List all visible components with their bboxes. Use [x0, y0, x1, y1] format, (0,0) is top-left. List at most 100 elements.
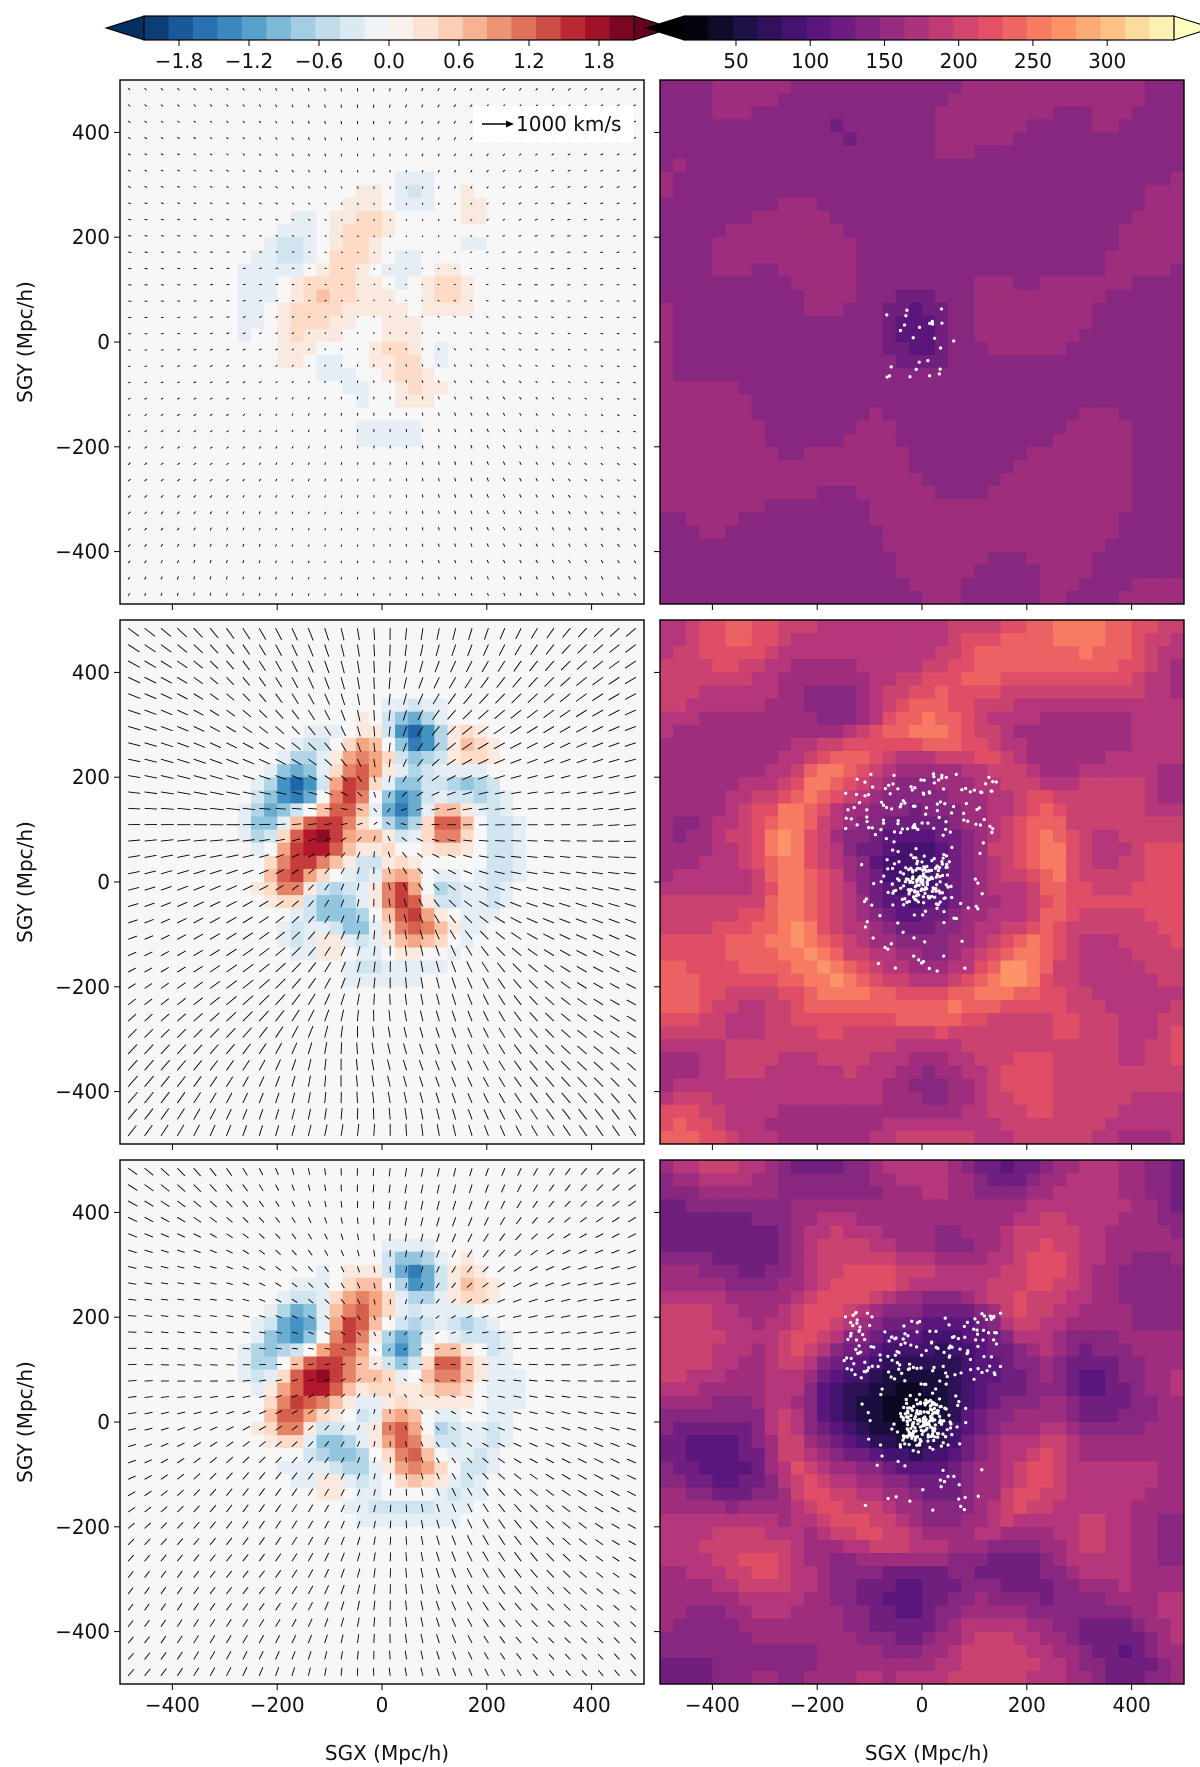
row1-right-cell [791, 342, 805, 356]
row1-left-cell [578, 171, 593, 186]
row1-left-arrow [421, 412, 424, 416]
row1-left-cell [290, 145, 304, 160]
row2-left-cell [303, 934, 318, 949]
row1-left-cell [499, 499, 514, 513]
row1-right-cell [1079, 119, 1093, 133]
row1-right-cell [712, 355, 727, 369]
row1-left-cell [460, 106, 475, 120]
row1-left-arrow [535, 478, 538, 482]
row1-left-arrow [405, 347, 407, 351]
row1-right-cell [1131, 407, 1146, 422]
row1-left-cell [486, 420, 501, 435]
row1-right-cell [817, 512, 831, 526]
row1-left-arrow [584, 87, 587, 91]
row2-left-cell [159, 921, 173, 935]
row1-left-cell [290, 446, 304, 461]
row2-left-cell [198, 777, 213, 791]
row1-left-arrow [518, 186, 522, 189]
row2-left-cell [185, 934, 200, 949]
row1-left-cell [447, 512, 462, 526]
row2-left-cell [185, 659, 200, 673]
row1-left-arrow [421, 251, 424, 254]
row1-left-cell [395, 551, 409, 566]
row1-left-cell [264, 224, 278, 238]
row1-left-cell [133, 171, 147, 186]
row1-left-arrow [405, 315, 407, 318]
row1-left-cell [290, 302, 304, 317]
row2-left-cell [146, 882, 160, 896]
row1-left-arrow [550, 251, 555, 253]
row1-right-cell [1131, 381, 1146, 395]
row1-left-cell [316, 564, 331, 579]
row1-left-cell [237, 263, 252, 278]
row1-left-arrow [535, 576, 538, 580]
row1-right-cell [1157, 512, 1172, 526]
row1-left-cell [591, 512, 606, 526]
row1-left-cell [591, 328, 606, 343]
row1-left-cell [264, 564, 278, 579]
row1-left-cell [486, 590, 501, 604]
row1-left-cell [395, 132, 409, 147]
row1-left-cell [342, 171, 357, 186]
row2-left-cell [172, 764, 187, 778]
row1-right-cell [725, 237, 740, 251]
row1-left-arrow [405, 137, 407, 141]
row1-left-cell [342, 577, 357, 592]
row1-right-cell [712, 551, 727, 566]
row2-left-cell [120, 986, 134, 1001]
row1-right-cell [908, 355, 923, 369]
row1-left-cell [630, 433, 644, 448]
row1-left-arrow [160, 186, 164, 188]
row1-left-arrow [242, 87, 245, 91]
row1-right-cell [895, 289, 910, 304]
row1-right-cell [1013, 446, 1028, 461]
row1-right-cell [1066, 355, 1080, 369]
row2-left-cell [185, 698, 200, 713]
row1-left-cell [513, 145, 527, 160]
row1-left-arrow [568, 576, 571, 580]
row1-left-arrow [324, 235, 327, 237]
row1-left-cell [120, 407, 134, 422]
row1-left-arrow [583, 251, 587, 254]
row2-left-cell [185, 1130, 200, 1144]
row2-left-cell [237, 685, 252, 700]
row1-left-arrow [209, 576, 212, 580]
row1-left-arrow [453, 87, 457, 91]
row2-left-cell [159, 646, 173, 660]
row1-left-cell [382, 237, 396, 251]
row2-left-cell [224, 999, 239, 1014]
row1-right-cell [712, 237, 727, 251]
row1-right-cell [1026, 224, 1041, 238]
row1-left-arrow [534, 251, 538, 253]
row1-right-cell [961, 237, 975, 251]
row1-left-arrow [193, 218, 197, 221]
row1-right-cell [1066, 158, 1080, 173]
row1-right-cell [843, 420, 858, 435]
row1-right-cell [1013, 473, 1028, 487]
row1-left-cell [329, 551, 344, 566]
row1-left-cell [368, 486, 383, 500]
row1-left-cell [159, 355, 173, 369]
row1-right-cell [686, 315, 700, 330]
row1-right-cell [751, 564, 766, 579]
row2-left-cell [185, 777, 200, 791]
row1-left-arrow [324, 413, 326, 416]
row1-left-cell [578, 250, 593, 264]
row1-left-arrow [226, 202, 230, 205]
row1-left-arrow [437, 235, 440, 238]
row1-left-cell [316, 486, 331, 500]
row1-right-cell [764, 446, 779, 461]
row1-left-arrow [226, 300, 230, 302]
row2-left-cell [120, 777, 134, 791]
row1-left-cell [185, 106, 200, 120]
row1-right-cell [856, 590, 871, 604]
row2-left-cell [211, 908, 226, 922]
row2-left-cell [303, 711, 318, 726]
row1-left-cell [630, 538, 644, 553]
row1-left-cell [604, 237, 619, 251]
row1-left-arrow [568, 381, 571, 384]
row2-left-cell [185, 986, 200, 1001]
row1-left-cell [237, 237, 252, 251]
row1-right-cell [791, 577, 805, 592]
row1-left-cell [447, 473, 462, 487]
